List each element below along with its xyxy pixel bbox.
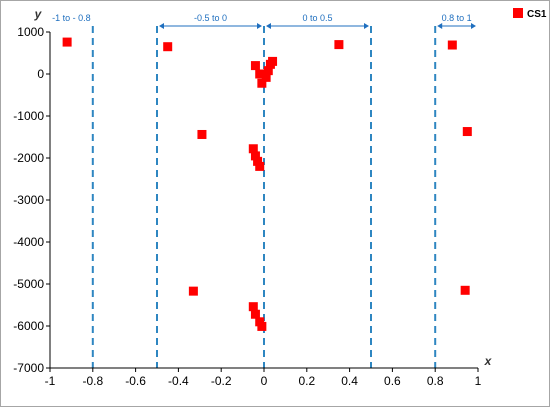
data-point bbox=[257, 321, 267, 331]
arrowhead-right-icon bbox=[471, 23, 476, 29]
x-tick-label: -0.4 bbox=[168, 374, 189, 388]
range-annotation: 0.8 to 1 bbox=[437, 13, 476, 29]
range-annotation-label: 0 to 0.5 bbox=[302, 13, 332, 23]
reference-lines bbox=[91, 26, 437, 368]
arrowhead-right-icon bbox=[257, 23, 262, 29]
data-point bbox=[163, 42, 173, 52]
data-point bbox=[261, 72, 271, 82]
data-point bbox=[257, 78, 267, 88]
y-tick-label: -2000 bbox=[13, 151, 44, 165]
x-tick-label: 0 bbox=[261, 374, 268, 388]
y-tick-label: 0 bbox=[37, 67, 44, 81]
x-tick-label: -0.6 bbox=[125, 374, 146, 388]
data-point bbox=[263, 66, 273, 76]
range-annotations: -1 to - 0.8 -0.5 to 0 0 to 0.5 0.8 to 1 bbox=[52, 13, 476, 29]
arrowhead-left-icon bbox=[159, 23, 164, 29]
x-tick-label: -0.8 bbox=[82, 374, 103, 388]
range-annotation: -0.5 to 0 bbox=[159, 13, 262, 29]
data-point bbox=[255, 317, 265, 327]
data-point bbox=[188, 286, 198, 296]
x-tick-label: 1 bbox=[475, 374, 482, 388]
data-point bbox=[62, 37, 72, 47]
x-tick-label: -1 bbox=[45, 374, 56, 388]
axes: -1 -0.8 -0.6 -0.4 -0.2 0 0.2 0.4 0.6 0.8 1 1000 0 -10… bbox=[13, 7, 492, 388]
data-point bbox=[250, 61, 260, 71]
data-point bbox=[253, 156, 263, 166]
x-tick-label: 0.4 bbox=[341, 374, 358, 388]
range-annotation-label: -1 to - 0.8 bbox=[52, 13, 91, 23]
data-points bbox=[62, 37, 472, 331]
range-annotation-label: -0.5 to 0 bbox=[194, 13, 227, 23]
y-axis-title: y bbox=[34, 7, 43, 21]
legend-label: CS1 bbox=[527, 9, 547, 20]
data-point bbox=[462, 127, 472, 137]
arrowhead-left-icon bbox=[437, 23, 443, 29]
range-annotation-label: 0.8 to 1 bbox=[442, 13, 472, 23]
arrowhead-left-icon bbox=[266, 23, 271, 29]
data-point bbox=[250, 309, 260, 319]
y-tick-label: -1000 bbox=[13, 109, 44, 123]
data-point bbox=[248, 302, 258, 312]
range-annotation: -1 to - 0.8 bbox=[52, 13, 91, 23]
y-tick-label: 1000 bbox=[17, 25, 44, 39]
data-point bbox=[248, 144, 258, 154]
x-tick-label: -0.2 bbox=[211, 374, 232, 388]
data-point bbox=[460, 285, 470, 295]
range-annotation: 0 to 0.5 bbox=[266, 13, 369, 29]
y-tick-label: -7000 bbox=[13, 361, 44, 375]
x-tick-label: 0.2 bbox=[298, 374, 315, 388]
data-point bbox=[197, 129, 207, 139]
data-point bbox=[334, 40, 344, 50]
arrowhead-right-icon bbox=[364, 23, 369, 29]
data-point bbox=[447, 40, 457, 50]
data-point bbox=[255, 161, 265, 171]
legend-marker-icon bbox=[513, 8, 523, 18]
data-point bbox=[268, 56, 278, 66]
y-tick-label: -3000 bbox=[13, 193, 44, 207]
y-tick-label: -5000 bbox=[13, 277, 44, 291]
legend: CS1 bbox=[513, 8, 547, 20]
x-tick-label: 0.8 bbox=[427, 374, 444, 388]
x-axis-title: x bbox=[484, 354, 493, 368]
data-point bbox=[255, 69, 265, 79]
data-point bbox=[250, 151, 260, 161]
y-tick-label: -4000 bbox=[13, 235, 44, 249]
x-tick-label: 0.6 bbox=[384, 374, 401, 388]
y-tick-label: -6000 bbox=[13, 319, 44, 333]
